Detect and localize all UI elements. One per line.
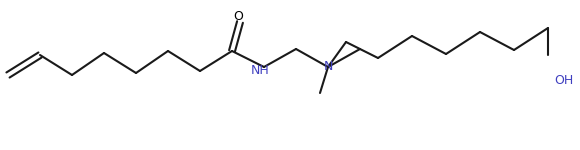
Text: N: N bbox=[323, 60, 333, 74]
Text: OH: OH bbox=[554, 74, 573, 87]
Text: NH: NH bbox=[251, 63, 269, 76]
Text: O: O bbox=[233, 11, 243, 24]
